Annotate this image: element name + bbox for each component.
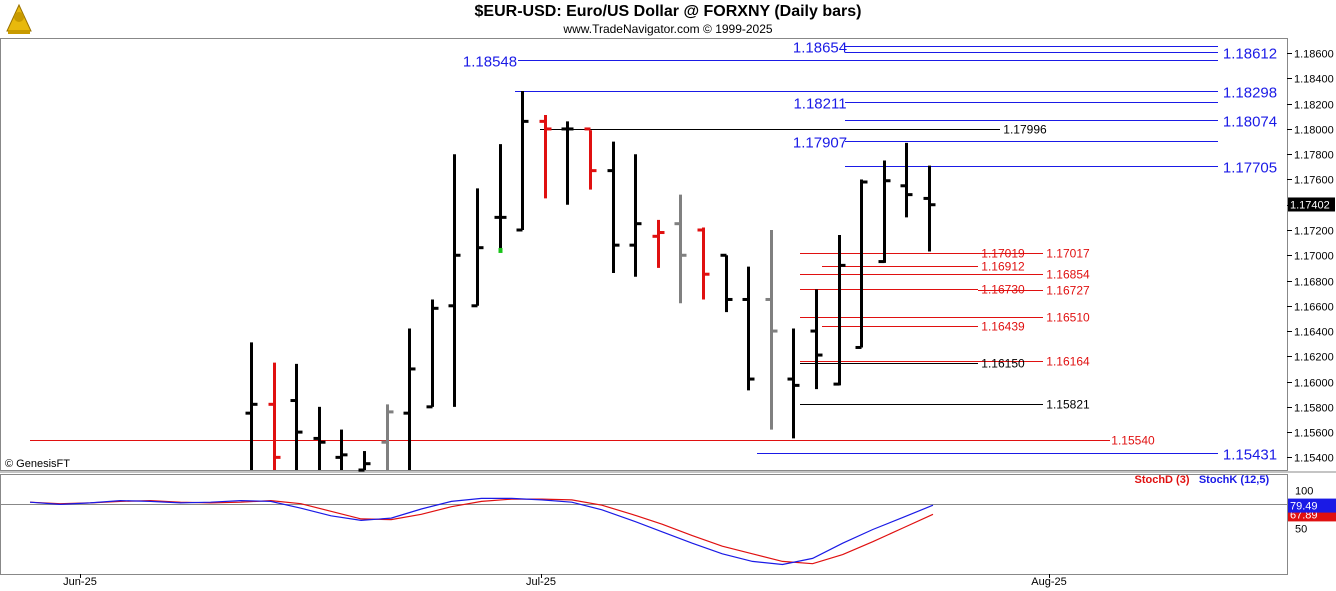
price-panel	[0, 38, 1336, 473]
level-label: 1.15431	[1223, 447, 1277, 464]
ohlc-bar	[245, 342, 258, 470]
y-tick-label: 1.18000	[1294, 125, 1334, 137]
stoch-legend-k: StochK (12,5)	[1199, 474, 1270, 486]
ohlc-bar	[810, 289, 823, 390]
level-label: 1.17996	[1003, 123, 1047, 137]
y-tick-label: 1.17200	[1294, 226, 1334, 238]
support-resistance-levels: 1.18654 1.18612 1.18548 1.18298 1.18211 1.180…	[30, 40, 1277, 464]
y-tick-label: 1.15800	[1294, 403, 1334, 415]
y-tick-label: 1.17000	[1294, 251, 1334, 263]
ohlc-bar	[448, 154, 461, 407]
last-price-label: 1.17402	[1290, 199, 1330, 211]
ohlc-bar	[426, 299, 439, 409]
y-tick-label: 1.16600	[1294, 302, 1334, 314]
level-label: 1.16727	[1046, 284, 1090, 298]
level-label: 1.16730	[981, 283, 1025, 297]
ohlc-bar	[358, 451, 371, 472]
watermark: © GenesisFT	[5, 458, 70, 470]
ohlc-bar	[471, 188, 484, 308]
y-tick-label: 1.16400	[1294, 327, 1334, 339]
level-label: 1.17907	[793, 135, 847, 152]
y-tick-label: 1.17600	[1294, 175, 1334, 187]
green-marker	[498, 247, 503, 253]
level-label: 1.18211	[793, 96, 846, 113]
ohlc-bar	[652, 219, 665, 268]
ohlc-bar	[516, 91, 529, 232]
y-tick-label: 1.18200	[1294, 100, 1334, 112]
stoch-line	[29, 498, 934, 565]
ohlc-bar	[855, 179, 868, 349]
ohlc-bar	[900, 142, 913, 218]
level-label: 1.17017	[1046, 247, 1090, 261]
ohlc-bar	[878, 160, 891, 264]
level-label: 1.18298	[1223, 85, 1277, 102]
ohlc-bars	[245, 91, 936, 472]
y-tick-label: 1.15600	[1294, 428, 1334, 440]
level-label: 1.18074	[1223, 114, 1277, 131]
price-axis: 1.15400 1.15600 1.15800 1.16000 1.16200 1.164…	[1287, 49, 1335, 465]
y-tick-label: 1.18600	[1294, 49, 1334, 61]
stoch-legend-d: StochD (3)	[1135, 474, 1190, 486]
y-tick-label: 1.16000	[1294, 378, 1334, 390]
level-label: 1.17705	[1223, 160, 1277, 177]
y-tick-label: 1.16200	[1294, 352, 1334, 364]
ohlc-bar	[290, 363, 303, 470]
ohlc-bar	[629, 154, 642, 277]
level-label: 1.16854	[1046, 268, 1090, 282]
ohlc-bar	[335, 429, 348, 470]
ohlc-bar	[313, 406, 326, 470]
ohlc-bar	[765, 230, 778, 430]
level-label: 1.18654	[793, 40, 847, 57]
ohlc-bar	[674, 194, 687, 304]
stoch-value-tag	[1288, 498, 1336, 513]
y-tick-label: 1.18400	[1294, 74, 1334, 86]
level-label: 1.16150	[981, 357, 1025, 371]
x-tick-label: Jun-25	[63, 576, 97, 588]
y-tick-label: 1.16800	[1294, 277, 1334, 289]
chart-header: $EUR-USD: Euro/US Dollar @ FORXNY (Daily…	[0, 0, 1336, 38]
ohlc-bar	[584, 127, 597, 190]
stoch-line	[29, 497, 934, 566]
y-tick-label: 1.17800	[1294, 150, 1334, 162]
level-label: 1.16510	[1046, 311, 1090, 325]
stoch-value-label: 79.49	[1290, 501, 1318, 513]
stoch-tick-label: 50	[1295, 524, 1307, 536]
ohlc-bar	[720, 253, 733, 313]
stoch-tick-label: 100	[1295, 486, 1313, 498]
level-label: 1.15540	[1111, 434, 1155, 448]
y-tick-label: 1.15400	[1294, 453, 1334, 465]
ohlc-bar	[381, 404, 394, 470]
ohlc-bar	[833, 235, 846, 386]
ohlc-bar	[268, 362, 281, 470]
ohlc-bar	[494, 144, 507, 249]
ohlc-bar	[539, 115, 552, 199]
last-price-tag	[1288, 197, 1335, 212]
level-label: 1.16164	[1046, 355, 1090, 369]
ohlc-bar	[923, 165, 936, 252]
ohlc-bar	[697, 227, 710, 300]
ohlc-bar	[561, 121, 574, 205]
date-axis: Jun-25 Jul-25 Aug-25	[0, 574, 1287, 588]
level-label: 1.16912	[981, 260, 1025, 274]
x-tick-label: Aug-25	[1031, 576, 1066, 588]
level-label: 1.15821	[1046, 398, 1090, 412]
price-plot-area	[0, 38, 1288, 471]
level-label: 1.18612	[1223, 46, 1277, 63]
ohlc-bar	[742, 266, 755, 391]
trade-navigator-logo-icon	[4, 3, 34, 35]
ohlc-bar	[787, 328, 800, 439]
x-tick-label: Jul-25	[526, 576, 556, 588]
level-label: 1.18548	[463, 54, 517, 71]
chart-title: $EUR-USD: Euro/US Dollar @ FORXNY (Daily…	[474, 3, 862, 20]
ohlc-bar	[403, 328, 416, 470]
chart-subtitle: www.TradeNavigator.com © 1999-2025	[563, 22, 773, 36]
ohlc-bar	[607, 141, 620, 273]
level-label: 1.16439	[981, 320, 1025, 334]
